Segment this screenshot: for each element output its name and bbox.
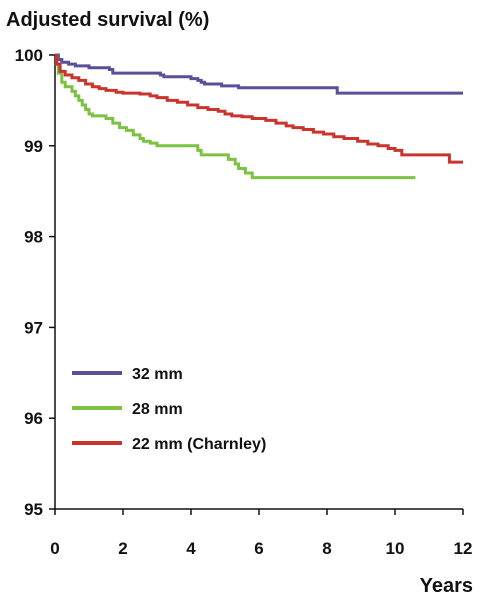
legend-label: 22 mm (Charnley) <box>132 436 266 453</box>
x-axis-title: Years <box>420 575 473 597</box>
y-axis-title: Adjusted survival (%) <box>6 9 209 31</box>
y-tick-label: 100 <box>15 46 43 65</box>
y-tick-label: 97 <box>24 318 43 337</box>
legend: 32 mm 28 mm 22 mm (Charnley) <box>72 366 266 453</box>
x-tick-label: 12 <box>454 539 473 558</box>
x-tick-label: 2 <box>118 539 127 558</box>
x-tick-label: 6 <box>254 539 263 558</box>
x-tick-label: 0 <box>50 539 59 558</box>
series-lines <box>55 53 463 180</box>
y-ticks: 95 96 97 98 99 100 <box>15 46 55 519</box>
x-tick-label: 10 <box>386 539 405 558</box>
x-tick-label: 4 <box>186 539 196 558</box>
x-tick-label: 8 <box>322 539 331 558</box>
x-ticks: 0 2 4 6 8 10 12 <box>50 509 472 558</box>
series-line-2 <box>55 53 416 180</box>
y-tick-label: 99 <box>24 137 43 156</box>
y-tick-label: 98 <box>24 228 43 247</box>
legend-label: 32 mm <box>132 366 183 383</box>
series-line-1 <box>55 53 463 95</box>
legend-label: 28 mm <box>132 401 183 418</box>
y-tick-label: 96 <box>24 409 43 428</box>
series-line-3 <box>55 53 463 164</box>
y-tick-label: 95 <box>24 500 43 519</box>
